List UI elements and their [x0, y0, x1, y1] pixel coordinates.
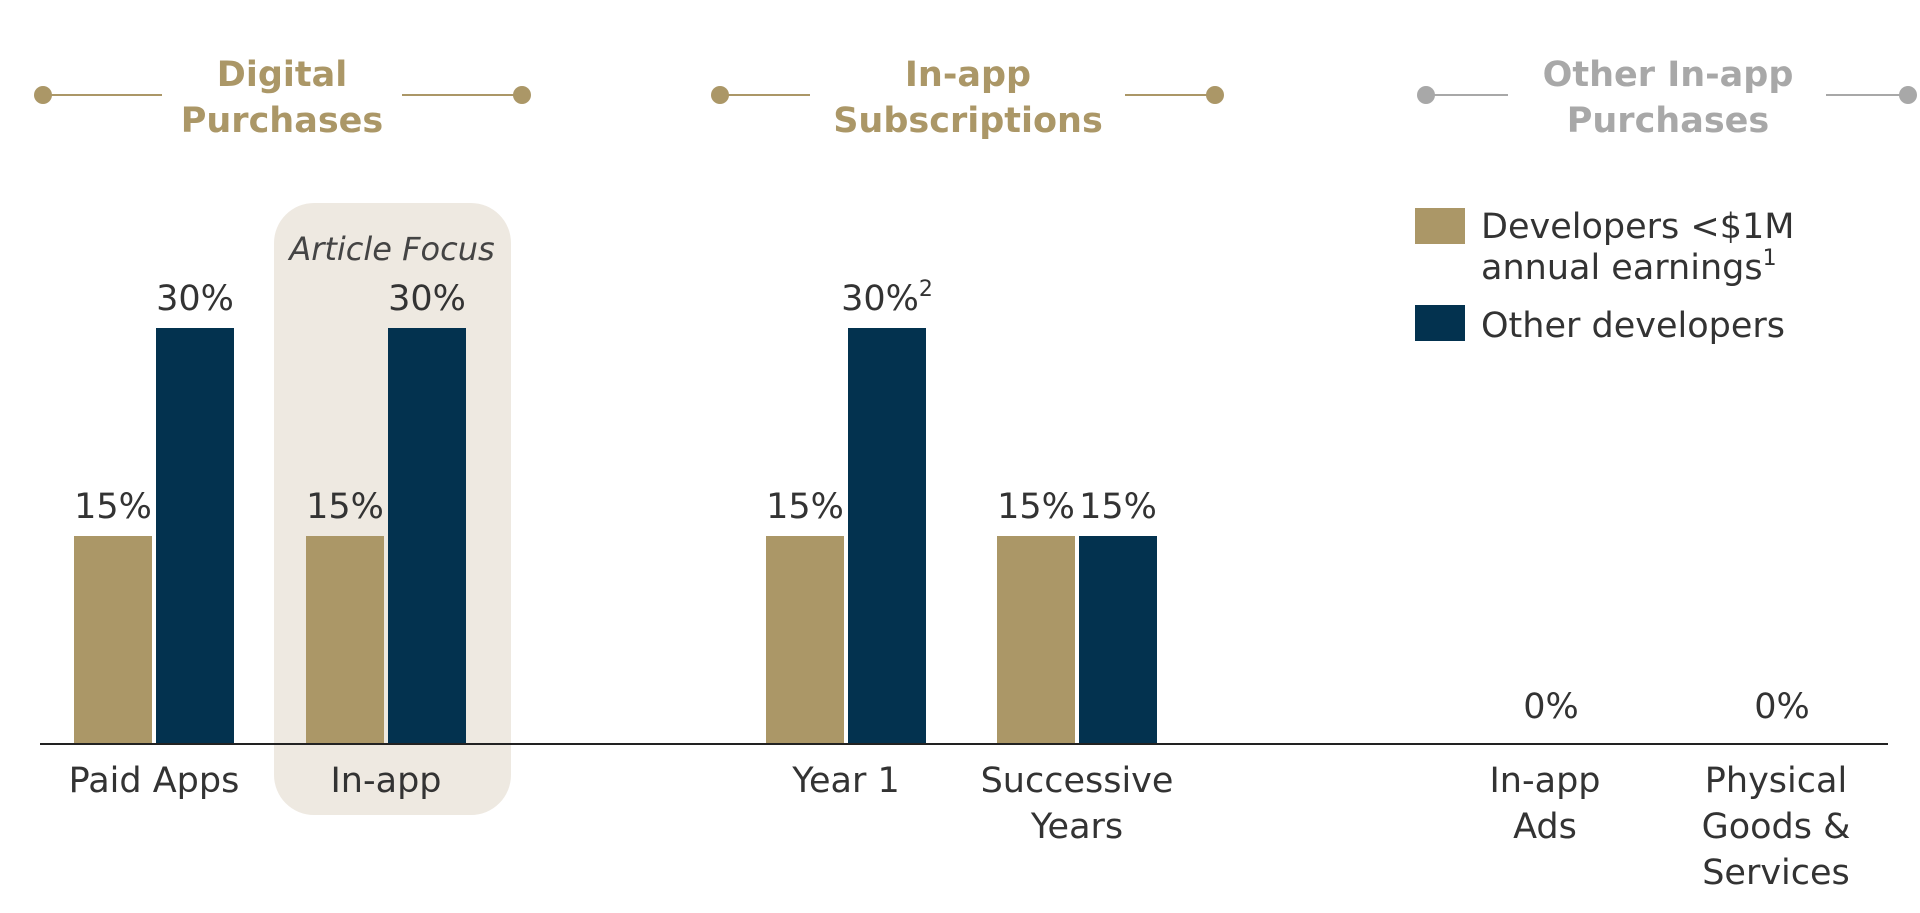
bar-other-developers [1079, 536, 1157, 744]
highlight-label: Article Focus [287, 230, 494, 268]
value-labels: 15%30%15%30%15%30%215% 15%0% 0% [74, 277, 1810, 727]
group-title: In-app Subscriptions [833, 55, 1103, 141]
value-label: 15% [74, 487, 152, 527]
value-label: 15% [1079, 487, 1157, 527]
value-label: 0% [1754, 687, 1810, 727]
group-title-dot [1206, 86, 1224, 104]
value-label: 15% [306, 487, 384, 527]
value-label: 0% [1523, 687, 1579, 727]
category-label: Successive Years [981, 761, 1174, 847]
bar-other-developers [848, 328, 926, 744]
category-label: In-app [330, 761, 441, 801]
group-title: Digital Purchases [181, 55, 384, 141]
bars [74, 328, 1157, 744]
x-axis: Paid Apps In-app Year 1 Successive Years In-a… [40, 743, 1888, 893]
bar-small-developers [766, 536, 844, 744]
category-label: Physical Goods & Services [1702, 761, 1851, 893]
group-title-dot [1417, 86, 1435, 104]
group-titles: Digital Purchases In-app Subscriptions Other… [34, 55, 1917, 141]
value-label: 15% [766, 487, 844, 527]
bar-small-developers [306, 536, 384, 744]
category-label: In-app Ads [1489, 761, 1600, 847]
group-title-dot [711, 86, 729, 104]
bar-other-developers [156, 328, 234, 744]
bar-other-developers [388, 328, 466, 744]
legend-swatch [1415, 305, 1465, 341]
legend-swatch [1415, 208, 1465, 244]
legend: Developers <$1M annual earnings1 Other dev… [1415, 207, 1794, 346]
legend-label: Developers <$1M annual earnings1 [1481, 207, 1794, 288]
value-label: 30%2 [841, 277, 933, 319]
value-label: 15% [997, 487, 1075, 527]
group-title-dot [513, 86, 531, 104]
value-label: 30% [156, 279, 234, 319]
value-label: 30% [388, 279, 466, 319]
group-title-dot [1899, 86, 1917, 104]
legend-label: Other developers [1481, 306, 1785, 346]
group-title-dot [34, 86, 52, 104]
bar-small-developers [997, 536, 1075, 744]
category-label: Paid Apps [69, 761, 240, 801]
group-title: Other In-app Purchases [1543, 55, 1794, 141]
bar-small-developers [74, 536, 152, 744]
category-label: Year 1 [791, 761, 900, 801]
